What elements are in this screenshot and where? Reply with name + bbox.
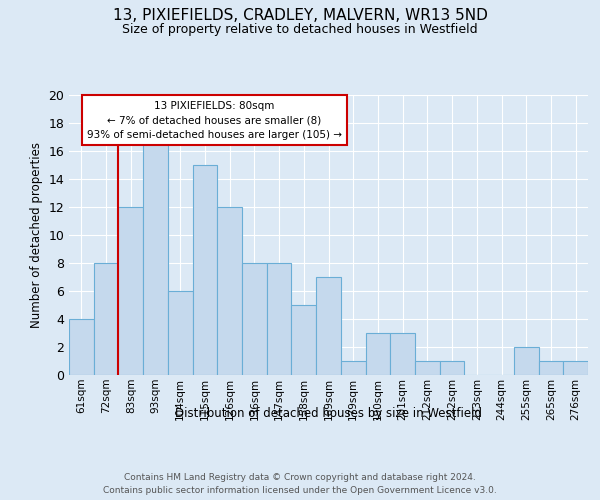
Bar [514,347,539,375]
Y-axis label: Number of detached properties: Number of detached properties [30,142,43,328]
Text: Size of property relative to detached houses in Westfield: Size of property relative to detached ho… [122,22,478,36]
Bar [217,207,242,375]
Bar [94,263,118,375]
Bar [143,137,168,375]
Text: Distribution of detached houses by size in Westfield: Distribution of detached houses by size … [175,408,482,420]
Bar [390,333,415,375]
Text: 13 PIXIEFIELDS: 80sqm
← 7% of detached houses are smaller (8)
93% of semi-detach: 13 PIXIEFIELDS: 80sqm ← 7% of detached h… [87,100,342,140]
Text: Contains HM Land Registry data © Crown copyright and database right 2024.: Contains HM Land Registry data © Crown c… [124,472,476,482]
Bar [69,319,94,375]
Bar [292,305,316,375]
Bar [415,361,440,375]
Bar [193,165,217,375]
Bar [168,291,193,375]
Bar [267,263,292,375]
Bar [341,361,365,375]
Bar [365,333,390,375]
Bar [242,263,267,375]
Bar [539,361,563,375]
Text: 13, PIXIEFIELDS, CRADLEY, MALVERN, WR13 5ND: 13, PIXIEFIELDS, CRADLEY, MALVERN, WR13 … [113,8,487,22]
Bar [118,207,143,375]
Bar [316,277,341,375]
Bar [440,361,464,375]
Text: Contains public sector information licensed under the Open Government Licence v3: Contains public sector information licen… [103,486,497,495]
Bar [563,361,588,375]
